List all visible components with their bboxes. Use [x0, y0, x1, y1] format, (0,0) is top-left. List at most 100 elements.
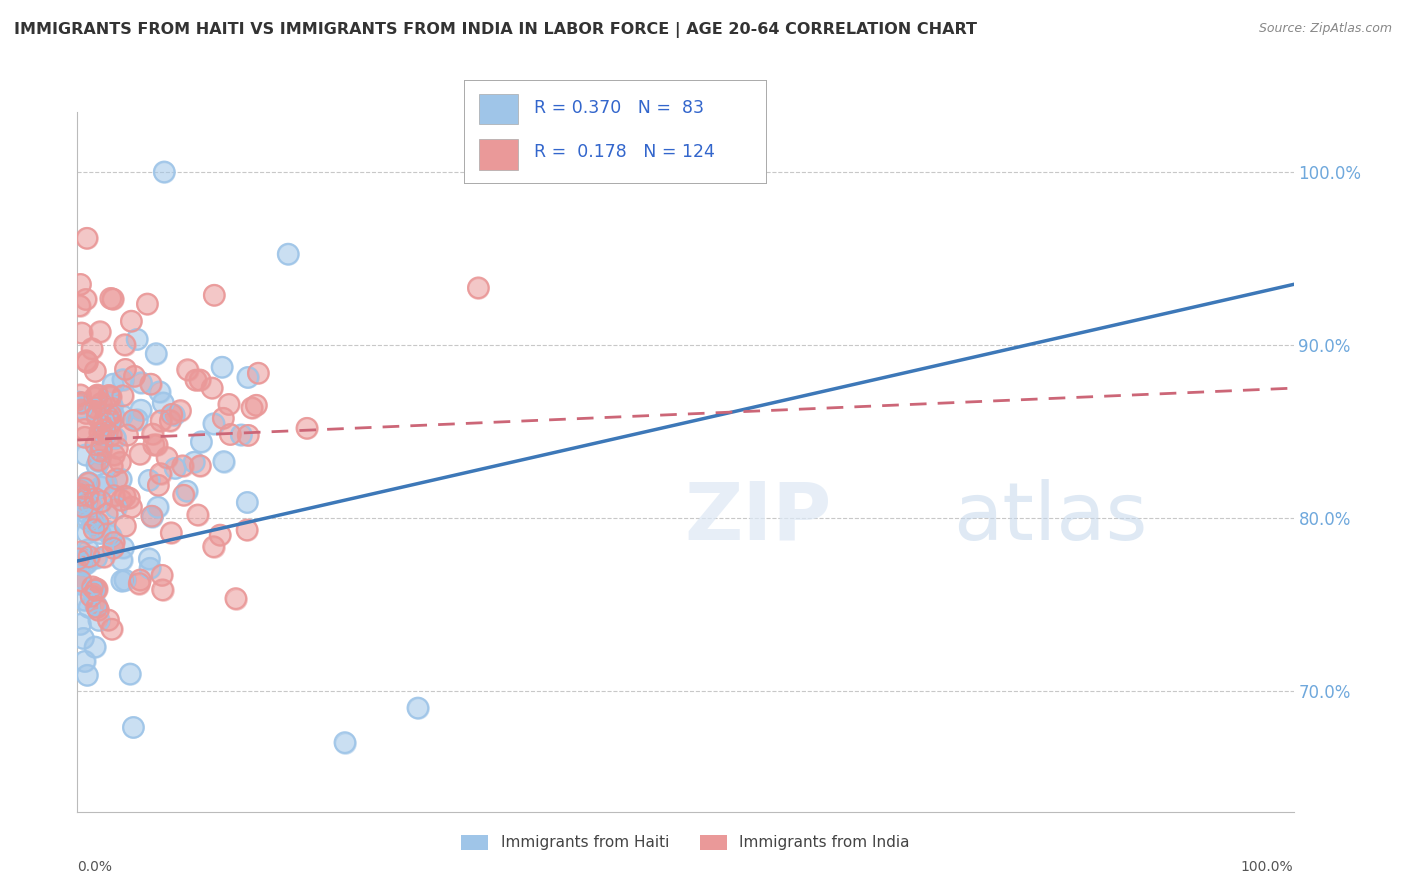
Point — [146, 500, 169, 515]
Point — [87, 603, 110, 617]
Point — [73, 430, 96, 444]
Point — [94, 423, 117, 437]
Point — [114, 489, 136, 503]
Point — [73, 422, 96, 436]
Point — [104, 431, 127, 445]
Point — [138, 551, 160, 566]
Point — [245, 398, 267, 412]
Point — [77, 542, 100, 557]
Point — [69, 552, 91, 566]
Point — [90, 480, 112, 494]
Point — [103, 535, 125, 549]
Point — [188, 458, 211, 473]
Point — [236, 495, 259, 509]
Point — [142, 438, 165, 452]
Point — [114, 519, 136, 533]
Point — [84, 491, 107, 506]
Point — [176, 484, 198, 499]
Point — [125, 333, 148, 347]
Point — [122, 721, 145, 735]
Point — [77, 542, 100, 557]
Point — [66, 571, 89, 585]
Point — [172, 458, 194, 473]
Point — [120, 667, 142, 681]
Point — [129, 403, 152, 417]
Point — [86, 388, 108, 402]
Point — [90, 444, 112, 458]
Point — [202, 540, 225, 554]
Point — [218, 397, 240, 411]
Point — [110, 473, 132, 487]
Point — [202, 540, 225, 554]
Point — [69, 488, 91, 502]
Point — [145, 346, 167, 360]
Point — [83, 523, 105, 537]
Point — [70, 574, 93, 588]
Point — [129, 573, 152, 587]
Point — [87, 453, 110, 467]
Point — [94, 423, 117, 437]
Point — [118, 491, 141, 505]
Point — [138, 551, 160, 566]
Point — [124, 369, 146, 384]
Point — [82, 584, 104, 599]
Point — [97, 409, 120, 424]
Point — [89, 445, 111, 459]
Point — [96, 524, 118, 539]
Point — [87, 516, 110, 530]
Point — [114, 573, 136, 587]
Text: IMMIGRANTS FROM HAITI VS IMMIGRANTS FROM INDIA IN LABOR FORCE | AGE 20-64 CORREL: IMMIGRANTS FROM HAITI VS IMMIGRANTS FROM… — [14, 22, 977, 38]
Point — [238, 428, 260, 442]
Point — [131, 376, 153, 390]
Point — [145, 346, 167, 360]
Point — [84, 598, 107, 612]
Point — [190, 434, 212, 449]
Point — [84, 364, 107, 378]
Point — [75, 353, 97, 368]
Point — [77, 475, 100, 490]
Point — [70, 482, 93, 496]
Point — [90, 494, 112, 508]
Point — [212, 411, 235, 425]
Point — [100, 390, 122, 404]
Point — [247, 366, 270, 380]
Point — [67, 395, 90, 409]
Point — [120, 500, 142, 514]
Point — [141, 427, 163, 442]
Point — [103, 489, 125, 503]
Point — [152, 582, 174, 597]
Point — [84, 583, 107, 598]
Point — [70, 545, 93, 559]
Point — [169, 403, 191, 417]
Point — [152, 582, 174, 597]
Point — [73, 422, 96, 436]
Point — [75, 293, 97, 307]
Point — [105, 472, 128, 486]
Point — [101, 399, 124, 413]
Point — [202, 417, 225, 431]
Point — [83, 514, 105, 528]
Point — [73, 482, 96, 496]
Point — [187, 508, 209, 522]
Point — [90, 438, 112, 452]
Point — [70, 326, 93, 340]
Point — [160, 525, 183, 540]
Point — [69, 617, 91, 632]
Point — [84, 364, 107, 378]
Point — [75, 406, 97, 420]
Point — [104, 431, 127, 445]
Point — [67, 395, 90, 409]
Point — [153, 165, 176, 179]
Point — [94, 427, 117, 442]
Point — [141, 509, 163, 524]
Point — [173, 488, 195, 502]
Point — [138, 473, 160, 487]
Point — [122, 721, 145, 735]
Point — [69, 299, 91, 313]
Point — [124, 369, 146, 384]
Point — [89, 426, 111, 441]
Point — [100, 528, 122, 542]
Point — [277, 247, 299, 261]
Point — [86, 600, 108, 615]
Point — [67, 552, 90, 566]
